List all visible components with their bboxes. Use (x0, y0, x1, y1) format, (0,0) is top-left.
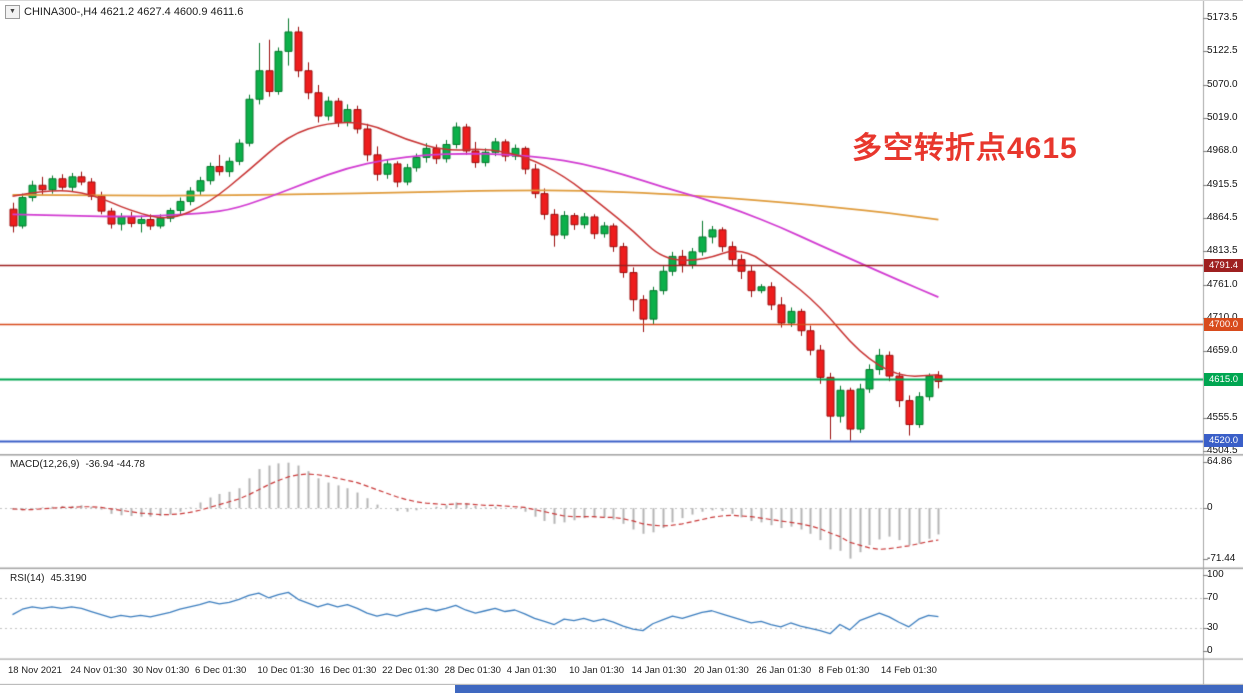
macd-indicator-label: MACD(12,26,9) -36.94 -44.78 (10, 459, 151, 470)
rsi-indicator-label: RSI(14) 45.3190 (10, 573, 93, 584)
macd-name: MACD(12,26,9) (10, 459, 80, 470)
macd-values: -36.94 -44.78 (85, 459, 145, 470)
horizontal-scrollbar[interactable] (455, 685, 1243, 693)
rsi-name: RSI(14) (10, 573, 45, 584)
bottom-strip (0, 685, 1243, 693)
symbol-header: ▼ CHINA300-,H4 4621.2 4627.4 4600.9 4611… (5, 5, 243, 19)
rsi-value: 45.3190 (50, 573, 87, 584)
annotation-text: 多空转折点4615 (852, 132, 1078, 165)
symbol-ohlc-info: CHINA300-,H4 4621.2 4627.4 4600.9 4611.6 (24, 6, 244, 18)
collapse-chart-icon[interactable]: ▼ (5, 5, 20, 19)
